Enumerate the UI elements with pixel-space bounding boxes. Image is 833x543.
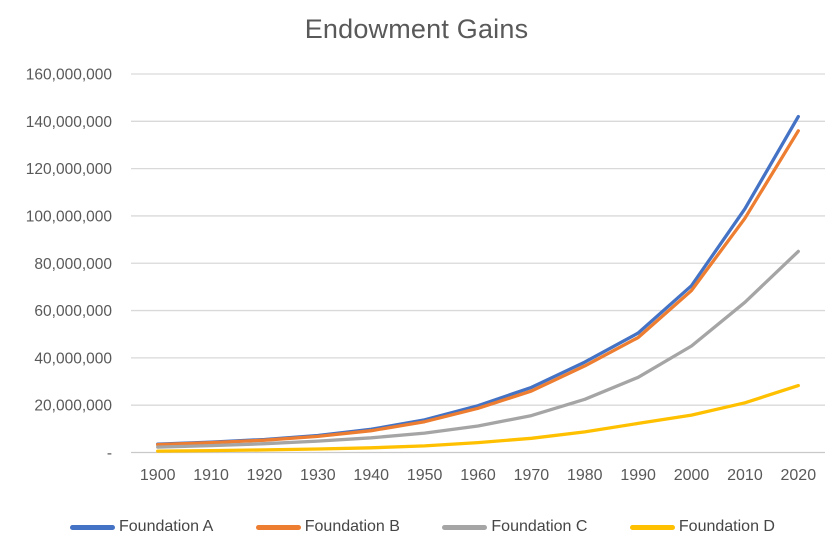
x-tick-label: 1900 [140, 467, 176, 484]
legend-item-foundation-c: Foundation C [442, 518, 587, 536]
legend-swatch-foundation-d [629, 524, 675, 530]
series-line-foundation-d [156, 383, 800, 453]
y-tick-label: - [107, 445, 112, 462]
series-line-foundation-b [156, 129, 800, 447]
chart-title: Endowment Gains [304, 14, 529, 44]
y-tick-label: 80,000,000 [34, 256, 112, 273]
y-tick-label: 120,000,000 [26, 161, 113, 178]
legend-swatch-foundation-c [442, 524, 488, 530]
x-tick-label: 1910 [193, 467, 229, 484]
y-tick-label: 140,000,000 [26, 114, 113, 131]
legend-item-foundation-b: Foundation B [255, 518, 400, 536]
x-tick-label: 1920 [247, 467, 283, 484]
x-tick-label: 1970 [514, 467, 550, 484]
x-tick-label: 1940 [353, 467, 389, 484]
x-tick-label: 1960 [460, 467, 496, 484]
y-tick-label: 160,000,000 [26, 67, 113, 84]
legend-item-foundation-a: Foundation A [70, 518, 213, 536]
x-tick-label: 1930 [300, 467, 336, 484]
series-line-foundation-c [156, 249, 800, 449]
legend-label-foundation-b: Foundation B [304, 518, 400, 535]
chart-legend: Foundation A Foundation B Foundation C Foun… [0, 518, 833, 536]
y-tick-label: 100,000,000 [26, 208, 113, 225]
legend-swatch-foundation-a [70, 524, 115, 530]
y-tick-label: 60,000,000 [34, 303, 112, 320]
series-line-foundation-a [156, 114, 800, 446]
legend-swatch-foundation-b [255, 524, 301, 530]
legend-label-foundation-c: Foundation C [491, 518, 588, 535]
x-tick-label: 1990 [620, 467, 656, 484]
y-tick-label: 40,000,000 [34, 350, 112, 367]
x-tick-label: 2010 [727, 467, 763, 484]
x-tick-label: 1950 [407, 467, 443, 484]
legend-label-foundation-d: Foundation D [678, 518, 775, 535]
y-tick-label: 20,000,000 [34, 398, 112, 415]
x-tick-label: 2020 [781, 467, 817, 484]
legend-label-foundation-a: Foundation A [119, 518, 214, 535]
x-tick-label: 1980 [567, 467, 603, 484]
legend-item-foundation-d: Foundation D [629, 518, 775, 536]
x-tick-label: 2000 [674, 467, 710, 484]
